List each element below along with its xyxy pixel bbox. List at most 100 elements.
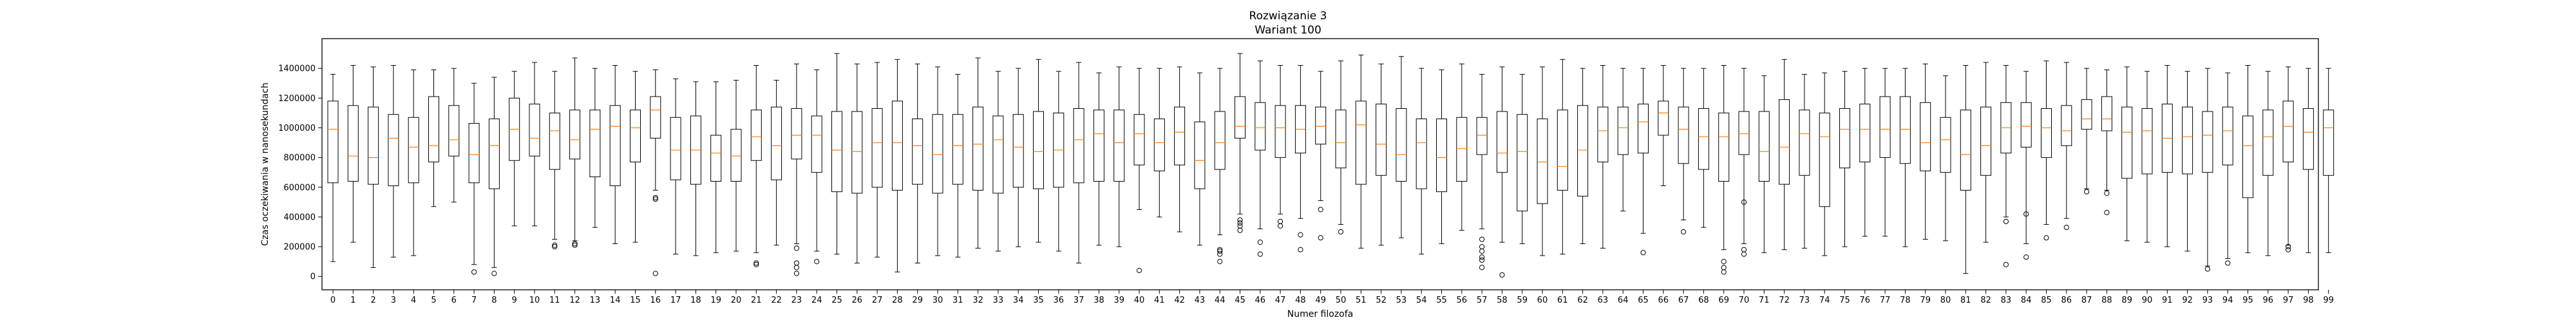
box-71 [1758, 75, 1770, 253]
outlier-point [1479, 236, 1485, 242]
outlier-point [1338, 229, 1344, 235]
outlier-point [2104, 190, 2110, 196]
box-64 [1617, 68, 1629, 212]
box-iqr [1376, 104, 1387, 176]
box-iqr [347, 105, 359, 182]
x-tick-label: 65 [1638, 296, 1649, 305]
box-iqr [2323, 109, 2334, 176]
box-iqr [2081, 99, 2092, 130]
box-iqr [2182, 106, 2193, 175]
box-76 [1859, 68, 1871, 237]
x-tick-label: 28 [892, 296, 903, 305]
box-iqr [1113, 109, 1125, 182]
box-iqr [1073, 108, 1084, 184]
x-tick-label: 48 [1295, 296, 1306, 305]
x-tick-label: 36 [1054, 296, 1065, 305]
box-6 [448, 68, 460, 203]
outlier-point [1257, 240, 1263, 245]
box-21 [750, 65, 762, 267]
box-68 [1698, 68, 1709, 228]
box-42 [1174, 66, 1186, 232]
x-tick-label: 14 [610, 296, 621, 305]
x-tick-label: 74 [1819, 296, 1830, 305]
x-tick-label: 61 [1557, 296, 1568, 305]
x-tick-label: 39 [1113, 296, 1124, 305]
box-iqr [1819, 112, 1830, 207]
x-tick-label: 73 [1799, 296, 1810, 305]
box-iqr [2202, 111, 2213, 173]
x-tick-label: 32 [972, 296, 983, 305]
box-iqr [1678, 106, 1689, 164]
box-iqr [2222, 106, 2233, 166]
x-tick-label: 44 [1215, 296, 1226, 305]
x-tick-label: 50 [1336, 296, 1347, 305]
box-36 [1053, 71, 1065, 252]
box-66 [1658, 65, 1669, 186]
box-iqr [1940, 117, 1951, 173]
x-tick-label: 90 [2142, 296, 2153, 305]
x-tick-label: 15 [630, 296, 641, 305]
box-iqr [1194, 121, 1206, 189]
box-iqr [2121, 106, 2133, 179]
outlier-point [814, 259, 820, 265]
box-77 [1879, 68, 1891, 237]
box-46 [1255, 61, 1266, 257]
x-tick-label: 21 [751, 296, 762, 305]
x-tick-label: 3 [391, 296, 396, 305]
y-tick-label: 1200000 [278, 94, 316, 104]
box-iqr [1274, 105, 1286, 158]
box-37 [1073, 62, 1084, 263]
y-tick-label: 200000 [283, 243, 316, 252]
outlier-point [1741, 199, 1747, 205]
box-iqr [831, 111, 842, 193]
x-tick-label: 56 [1457, 296, 1468, 305]
box-3 [388, 65, 399, 258]
box-7 [468, 82, 480, 275]
box-iqr [2302, 108, 2314, 170]
box-iqr [1436, 118, 1447, 193]
box-iqr [1920, 102, 1931, 171]
box-iqr [1214, 111, 1226, 170]
outlier-point [1237, 217, 1243, 223]
outlier-point [1278, 218, 1283, 224]
x-tick-label: 66 [1658, 296, 1669, 305]
x-tick-label: 91 [2162, 296, 2173, 305]
box-23 [791, 63, 802, 276]
box-49 [1315, 71, 1327, 241]
x-tick-label: 82 [1980, 296, 1991, 305]
x-tick-label: 89 [2121, 296, 2132, 305]
x-tick-label: 75 [1839, 296, 1850, 305]
outlier-point [1721, 269, 1727, 275]
plot-frame [321, 38, 2319, 290]
box-86 [2061, 62, 2072, 231]
x-tick-label: 87 [2081, 296, 2092, 305]
box-25 [831, 53, 842, 255]
outlier-point [1217, 248, 1223, 254]
box-iqr [388, 114, 399, 186]
box-iqr [1960, 109, 1971, 191]
box-iqr [1839, 108, 1850, 169]
x-tick-label: 69 [1718, 296, 1729, 305]
outlier-point [552, 243, 558, 250]
box-iqr [1980, 106, 1992, 176]
box-18 [690, 81, 701, 256]
box-iqr [932, 114, 943, 194]
box-iqr [1738, 111, 1750, 155]
x-tick-label: 33 [993, 296, 1004, 305]
x-tick-label: 12 [569, 296, 580, 305]
box-31 [952, 73, 963, 258]
box-iqr [1577, 105, 1589, 197]
box-iqr [1799, 109, 1810, 176]
box-61 [1557, 59, 1568, 255]
box-iqr [952, 114, 963, 185]
outlier-point [1298, 232, 1303, 238]
x-tick-label: 72 [1779, 296, 1790, 305]
outlier-point [1318, 235, 1323, 241]
outlier-point [2225, 260, 2231, 266]
box-iqr [1496, 111, 1508, 173]
chart-subtitle: Wariant 100 [1255, 24, 1321, 37]
x-tick-label: 84 [2021, 296, 2032, 305]
box-iqr [1658, 100, 1669, 136]
box-iqr [2282, 100, 2294, 163]
box-41 [1153, 68, 1165, 218]
